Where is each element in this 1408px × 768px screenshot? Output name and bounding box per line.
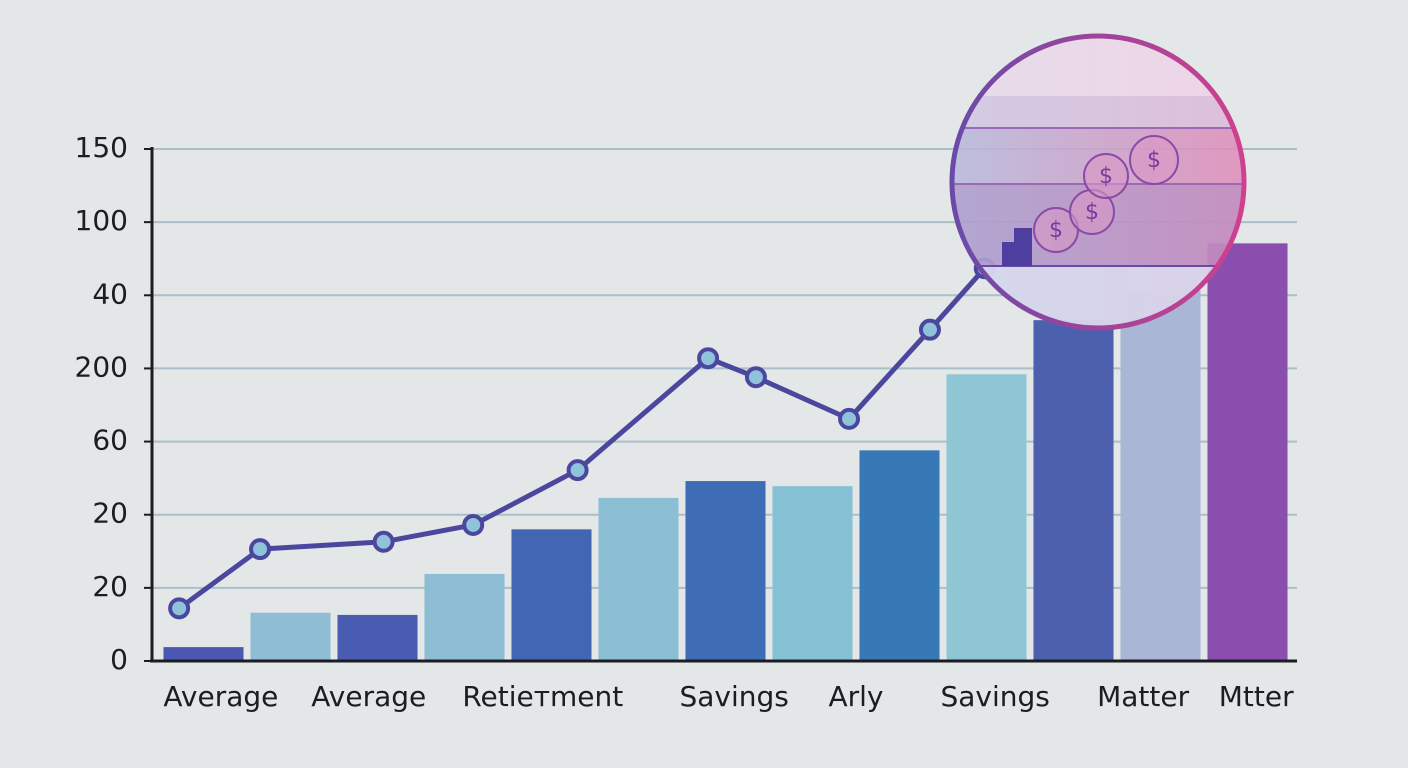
bar [511,529,592,661]
bar [1033,320,1114,661]
x-tick-label: Mtter [1219,680,1294,713]
data-layer [163,243,1288,661]
x-tick-label: Retieтment [462,680,623,713]
x-tick-label: Average [163,680,278,713]
y-tick-label: 60 [92,424,128,457]
bar [859,450,940,661]
y-tick-label: 40 [92,277,128,310]
line-point [462,513,485,536]
line-point [744,366,767,389]
svg-text:$: $ [1099,164,1113,189]
line-point [918,318,941,341]
x-tick-label: Average [311,680,426,713]
x-tick-label: Savings [941,680,1050,713]
bar [337,614,418,661]
magnifier: $ $ $ $ [949,33,1247,331]
bar [598,497,679,661]
bar [685,481,766,661]
y-tick-label: 150 [75,131,128,164]
y-tick-label: 200 [75,350,128,383]
y-tick-label: 20 [92,570,128,603]
y-tick-label: 100 [75,204,128,237]
bar [1120,290,1201,661]
y-tick-label: 0 [110,643,128,676]
y-tick-label: 20 [92,497,128,530]
line-point [838,407,861,430]
line [177,266,987,611]
line-point [168,597,191,620]
bar [1207,243,1288,661]
x-tick-label: Savings [680,680,789,713]
line-point [566,459,589,482]
svg-text:$: $ [1085,200,1099,225]
svg-text:$: $ [1147,148,1161,173]
line-point [372,530,395,553]
bar [946,374,1027,661]
x-tick-label: Arly [828,680,883,713]
bar [163,647,244,661]
line-point [249,538,272,561]
svg-text:$: $ [1049,218,1063,243]
bar [250,612,331,661]
bar [424,573,505,661]
bar [772,486,853,661]
line-point [697,347,720,370]
x-tick-label: Matter [1097,680,1190,713]
